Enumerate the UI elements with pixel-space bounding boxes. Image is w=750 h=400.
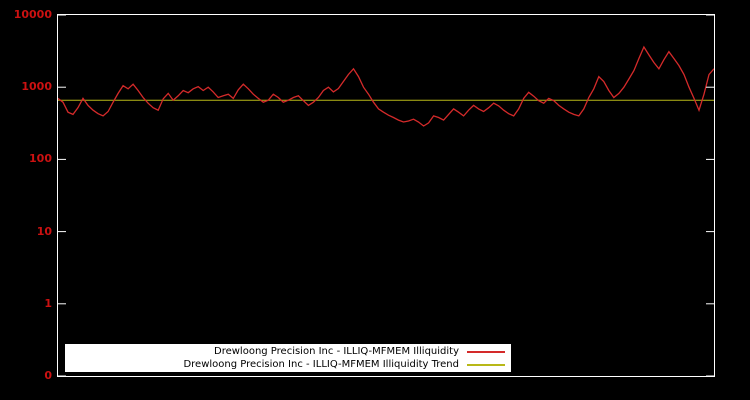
- y-axis-tick-marks: [58, 15, 714, 376]
- legend-swatch-illiquidity-line: [467, 350, 505, 353]
- plot-svg: [58, 15, 714, 376]
- ytick-label-10000: 10000: [13, 8, 52, 21]
- ytick-label-100: 100: [29, 152, 52, 166]
- legend-row-illiquidity: Drewloong Precision Inc - ILLIQ-MFMEM Il…: [65, 345, 511, 358]
- illiquidity-series-line: [58, 45, 714, 127]
- ytick-label-1: 1: [44, 296, 52, 310]
- legend-label-illiquidity: Drewloong Precision Inc - ILLIQ-MFMEM Il…: [214, 345, 459, 357]
- ytick-label-1000: 1000: [21, 80, 52, 94]
- legend: Drewloong Precision Inc - ILLIQ-MFMEM Il…: [65, 344, 511, 372]
- legend-swatch-trend-line: [467, 363, 505, 366]
- plot-area: [57, 14, 715, 377]
- legend-row-trend: Drewloong Precision Inc - ILLIQ-MFMEM Il…: [65, 358, 511, 371]
- legend-label-trend: Drewloong Precision Inc - ILLIQ-MFMEM Il…: [183, 358, 459, 370]
- ytick-label-10: 10: [36, 224, 52, 238]
- ytick-label-0: 0: [44, 369, 52, 382]
